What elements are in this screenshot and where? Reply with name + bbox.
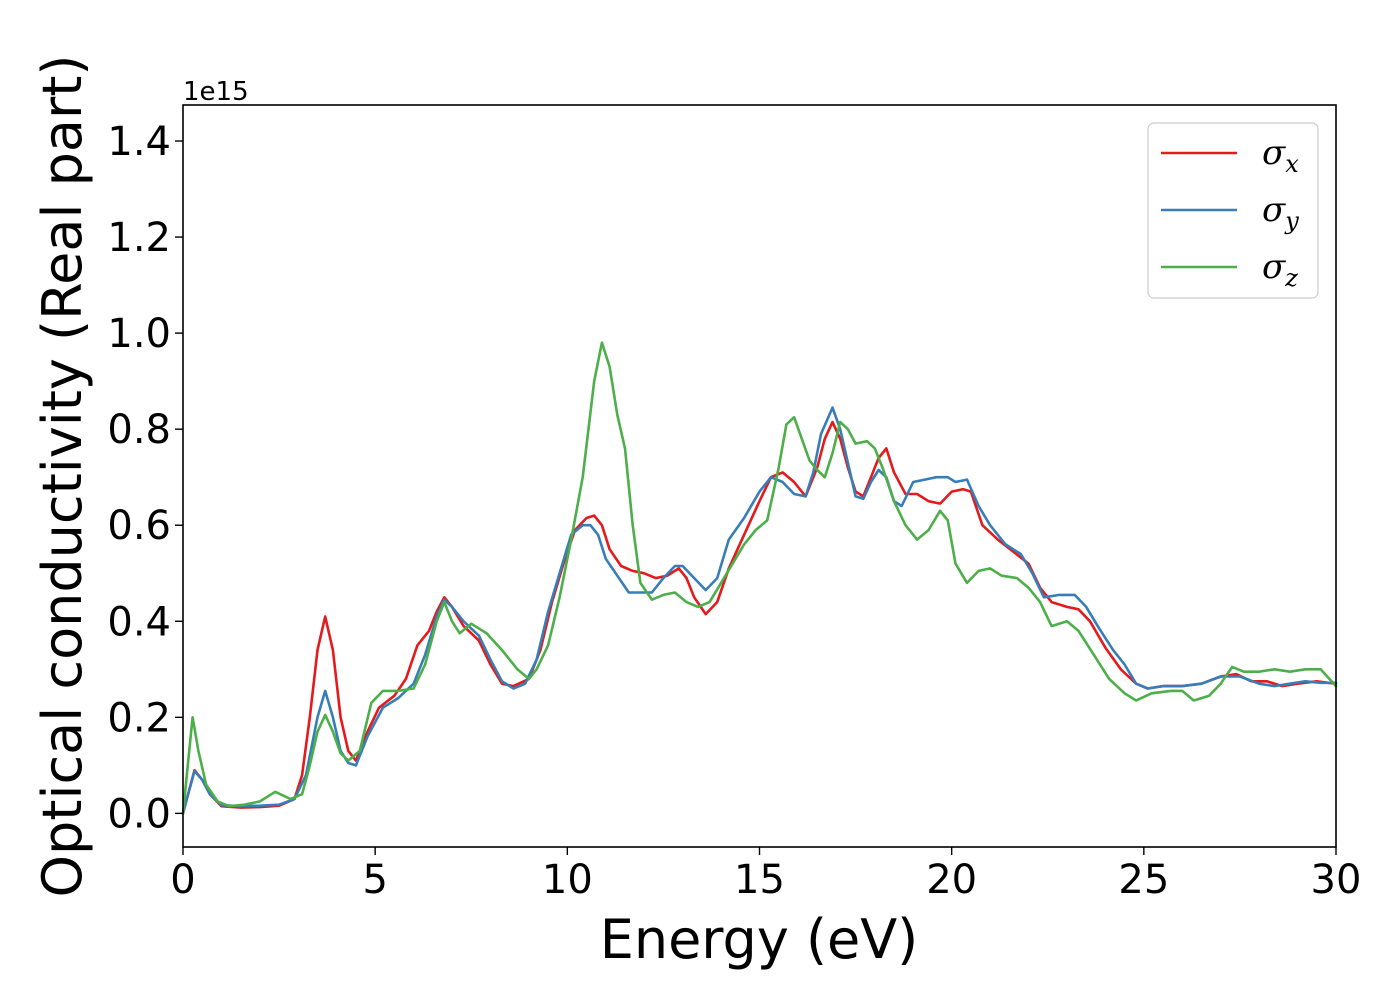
- x-tick-label: 15: [734, 857, 785, 903]
- y-tick-label: 1.2: [107, 215, 171, 261]
- x-tick-label: 30: [1311, 857, 1362, 903]
- legend-symbol: σ: [1262, 190, 1286, 230]
- legend-label-sigma-x: σx: [1262, 133, 1299, 178]
- x-tick-label: 0: [170, 857, 195, 903]
- legend-label-sigma-z: σz: [1262, 247, 1298, 292]
- y-axis-label: Optical conductivity (Real part): [31, 55, 94, 898]
- y-tick-label: 0.8: [107, 407, 171, 453]
- series-line-sigma-y: [181, 406, 1338, 815]
- legend-symbol: σ: [1262, 133, 1286, 173]
- x-tick-label: 20: [926, 857, 977, 903]
- legend-label-sigma-y: σy: [1262, 190, 1299, 235]
- legend-subscript: x: [1285, 150, 1299, 178]
- legend-symbol: σ: [1262, 247, 1286, 287]
- x-axis: 0 5 10 15 20 25 30: [170, 847, 1361, 903]
- y-tick-label: 0.2: [107, 695, 171, 741]
- legend-subscript: y: [1284, 207, 1299, 235]
- y-tick-label: 1.4: [107, 119, 171, 165]
- y-tick-label: 0.6: [107, 503, 171, 549]
- series-line-sigma-z: [181, 341, 1338, 815]
- y-tick-label: 1.0: [107, 311, 171, 357]
- y-tick-label: 0.4: [107, 599, 171, 645]
- legend-subscript: z: [1284, 264, 1298, 292]
- y-axis: 0.0 0.2 0.4 0.6 0.8 1.0 1.2 1.4: [107, 119, 183, 837]
- x-axis-label: Energy (eV): [600, 908, 919, 971]
- x-tick-label: 25: [1118, 857, 1169, 903]
- y-tick-label: 0.0: [107, 791, 171, 837]
- x-tick-label: 5: [362, 857, 387, 903]
- series-layer: [181, 341, 1338, 815]
- x-tick-label: 10: [542, 857, 593, 903]
- y-offset-label: 1e15: [183, 77, 249, 107]
